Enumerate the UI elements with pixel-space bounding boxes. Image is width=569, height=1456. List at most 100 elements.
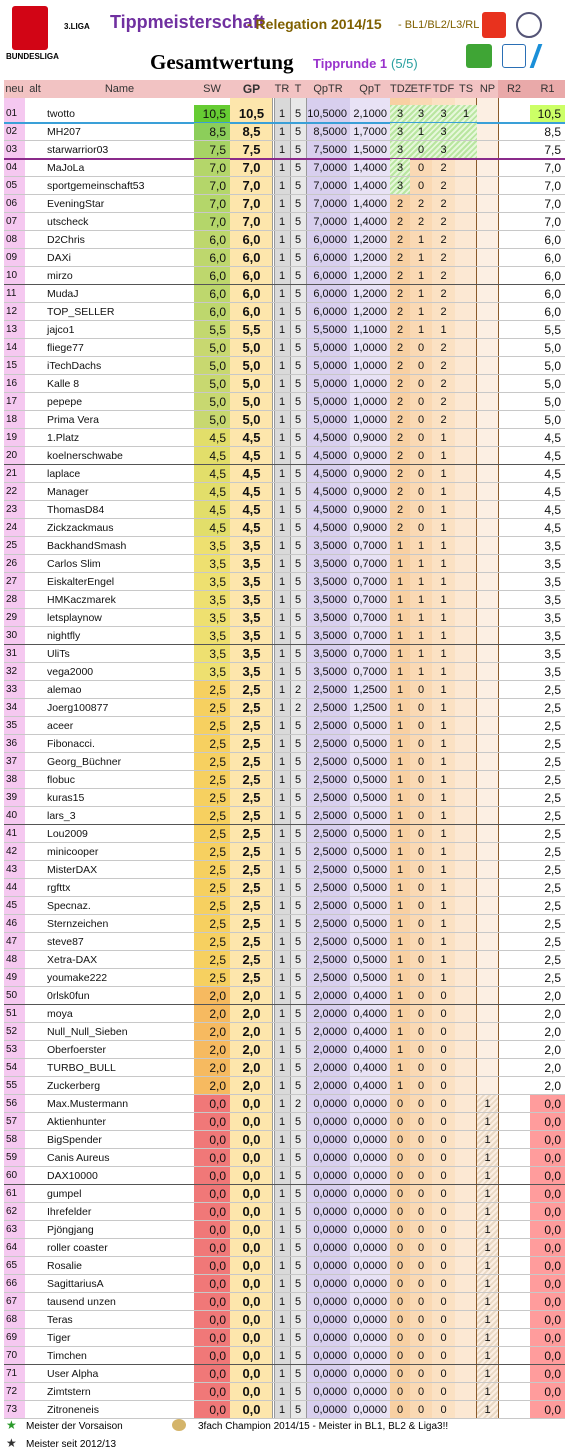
cell: 1 (440, 792, 447, 804)
cell: 0,0000 (313, 1134, 347, 1146)
cell: 1,4000 (353, 198, 387, 210)
cell: 1 (417, 306, 425, 318)
cell: 1 (396, 576, 404, 588)
cell: 55 (6, 1080, 18, 1091)
cell: 10,5 (202, 107, 226, 121)
cell: 0,0000 (313, 1278, 347, 1290)
cell: 1 (396, 936, 404, 948)
row-rule (4, 464, 565, 465)
cell: 1 (396, 648, 404, 660)
cell: Zickzackmaus (47, 522, 114, 534)
cell: 5 (294, 1008, 302, 1020)
row-rule (4, 1310, 565, 1311)
cell: 4,5000 (313, 450, 347, 462)
cell: 10,5 (238, 106, 265, 121)
cell: 0,0000 (353, 1404, 387, 1416)
cell: 3,5 (209, 611, 226, 625)
cell: 5,0 (242, 412, 261, 427)
cell: 6,0 (209, 305, 226, 319)
cell: pepepe (47, 396, 83, 408)
cell: 1 (278, 396, 286, 408)
cell: utscheck (47, 216, 89, 228)
cell: 1 (278, 1188, 286, 1200)
cell: 0 (440, 1080, 447, 1092)
cell: 08 (6, 234, 18, 245)
sw-cell-bg (194, 1095, 230, 1113)
cell: 5,0 (544, 395, 561, 409)
cell: 11 (6, 288, 17, 299)
row-rule (4, 518, 565, 519)
cell: 8,5 (209, 125, 226, 139)
cell: 03 (6, 144, 18, 155)
cell: 0 (417, 1098, 425, 1110)
tdz-hatch (390, 141, 477, 159)
cell: 5 (294, 1368, 302, 1380)
row-rule (4, 860, 565, 861)
cell: 7,0000 (313, 162, 347, 174)
cell: 0,0 (242, 1294, 261, 1309)
cell: 2,5 (544, 827, 561, 841)
cell: 7,0 (209, 179, 226, 193)
cell: 0 (417, 1008, 425, 1020)
cell: 0,9000 (353, 486, 387, 498)
cell: 1 (278, 198, 286, 210)
cell: 1 (278, 702, 286, 714)
sw-cell-bg (194, 375, 230, 393)
cell: 3,5 (544, 629, 561, 643)
cell: 2,5000 (313, 918, 347, 930)
cell: 1 (396, 900, 404, 912)
column-header: alt (29, 83, 41, 95)
cell: 1 (440, 882, 447, 894)
sw-cell-bg (194, 717, 230, 735)
row-rule (4, 284, 565, 285)
cell: 2,0 (209, 1079, 226, 1093)
cell: 0,0 (209, 1187, 226, 1201)
cell: 3,5 (544, 575, 561, 589)
cell: 2,5 (544, 683, 561, 697)
cell: 1,1000 (353, 324, 387, 336)
cell: 5 (294, 1026, 302, 1038)
sw-cell-bg (194, 933, 230, 951)
cell: 0 (440, 1044, 447, 1056)
cell: 4,5 (242, 430, 261, 445)
row-rule (4, 1094, 565, 1095)
cell: 0,0 (209, 1259, 226, 1273)
cell: DAXi (47, 252, 71, 264)
cell: 2,5000 (313, 864, 347, 876)
cell: 1 (396, 684, 404, 696)
row-rule (4, 158, 565, 160)
cell: 5 (294, 450, 302, 462)
sw-cell-bg (194, 663, 230, 681)
cell: 49 (6, 972, 18, 983)
cell: 0,0000 (353, 1170, 387, 1182)
cell: 2 (396, 378, 404, 390)
row-rule (4, 1040, 565, 1041)
cell: 0 (417, 1134, 425, 1146)
cell: 5 (294, 972, 302, 984)
cell: 1 (417, 126, 425, 138)
cell: 5 (294, 1386, 302, 1398)
cell: 1,0000 (353, 360, 387, 372)
cell: Tiger (47, 1332, 71, 1344)
cell: 6,0 (544, 233, 561, 247)
cell: 0 (417, 396, 425, 408)
row-rule (4, 1022, 565, 1023)
cell: 43 (6, 864, 18, 875)
cell: 2 (440, 216, 447, 228)
cell: 2,5 (544, 791, 561, 805)
cell: Kalle 8 (47, 378, 80, 390)
cell: 2 (440, 378, 447, 390)
cell: 1 (396, 594, 404, 606)
cell: 5 (294, 1260, 302, 1272)
np-hatch (477, 1347, 498, 1365)
cell: 1 (440, 936, 447, 948)
cell: 3,5 (544, 593, 561, 607)
cell: 2 (294, 1098, 302, 1110)
cell: 2,5000 (313, 810, 347, 822)
cell: 29 (6, 612, 18, 623)
cell: 1,4000 (353, 216, 387, 228)
cell: 5,0 (544, 413, 561, 427)
cell: 5,0000 (313, 360, 347, 372)
cell: 5,0 (544, 341, 561, 355)
cell: 0 (440, 1368, 447, 1380)
